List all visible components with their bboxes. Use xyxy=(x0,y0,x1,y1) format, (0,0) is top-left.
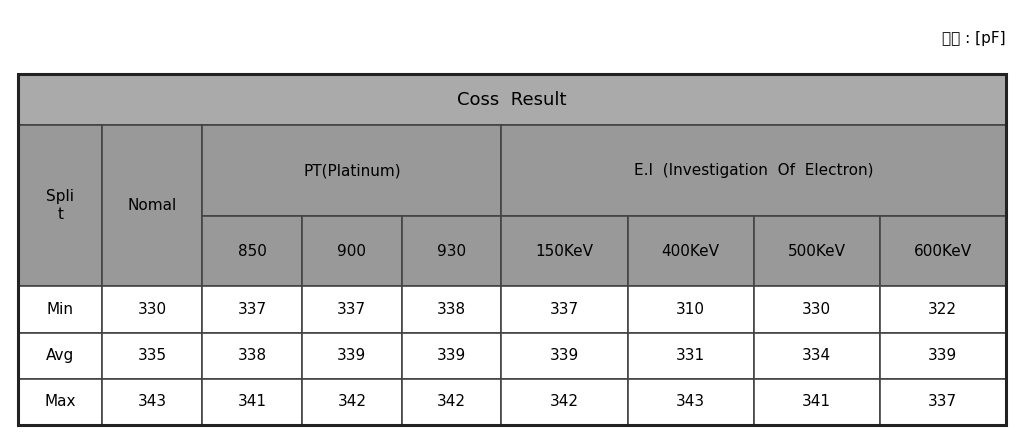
Bar xyxy=(502,379,628,425)
Text: 335: 335 xyxy=(138,348,167,363)
Bar xyxy=(628,286,754,333)
Bar xyxy=(202,216,302,286)
Text: 400KeV: 400KeV xyxy=(662,244,720,259)
Bar xyxy=(302,216,401,286)
Text: 337: 337 xyxy=(928,395,957,409)
Text: 338: 338 xyxy=(238,348,266,363)
Bar xyxy=(754,333,880,379)
Text: 339: 339 xyxy=(337,348,367,363)
Bar xyxy=(628,216,754,286)
Bar xyxy=(401,379,502,425)
Text: 337: 337 xyxy=(337,302,367,317)
Bar xyxy=(102,125,202,286)
Bar xyxy=(628,333,754,379)
Text: 339: 339 xyxy=(437,348,466,363)
Text: Avg: Avg xyxy=(46,348,75,363)
Text: 600KeV: 600KeV xyxy=(913,244,972,259)
Bar xyxy=(202,333,302,379)
Text: 331: 331 xyxy=(676,348,706,363)
Text: Nomal: Nomal xyxy=(128,198,177,213)
Bar xyxy=(880,286,1006,333)
Bar xyxy=(302,379,401,425)
Bar xyxy=(18,125,102,286)
Bar xyxy=(202,286,302,333)
Bar xyxy=(880,379,1006,425)
Text: 337: 337 xyxy=(550,302,579,317)
Bar xyxy=(18,74,1006,425)
Bar xyxy=(502,333,628,379)
Text: 342: 342 xyxy=(337,395,367,409)
Text: 339: 339 xyxy=(928,348,957,363)
Text: Coss  Result: Coss Result xyxy=(458,91,566,109)
Text: PT(Platinum): PT(Platinum) xyxy=(303,163,400,178)
Text: 330: 330 xyxy=(138,302,167,317)
Text: 337: 337 xyxy=(238,302,266,317)
Text: E.I  (Investigation  Of  Electron): E.I (Investigation Of Electron) xyxy=(634,163,873,178)
Text: 341: 341 xyxy=(238,395,266,409)
Text: 334: 334 xyxy=(802,348,831,363)
Bar xyxy=(18,74,1006,125)
Bar xyxy=(302,286,401,333)
Bar xyxy=(302,333,401,379)
Text: 단위 : [pF]: 단위 : [pF] xyxy=(942,31,1006,46)
Bar xyxy=(401,333,502,379)
Bar xyxy=(202,125,502,216)
Bar xyxy=(502,286,628,333)
Text: 342: 342 xyxy=(550,395,579,409)
Text: 850: 850 xyxy=(238,244,266,259)
Text: 930: 930 xyxy=(437,244,466,259)
Bar xyxy=(102,333,202,379)
Text: Max: Max xyxy=(45,395,76,409)
Text: 343: 343 xyxy=(676,395,706,409)
Text: 330: 330 xyxy=(802,302,831,317)
Text: Min: Min xyxy=(47,302,74,317)
Bar xyxy=(502,125,1006,216)
Bar xyxy=(401,286,502,333)
Bar xyxy=(102,286,202,333)
Text: 342: 342 xyxy=(437,395,466,409)
Text: 343: 343 xyxy=(138,395,167,409)
Bar xyxy=(880,216,1006,286)
Text: 339: 339 xyxy=(550,348,580,363)
Text: 500KeV: 500KeV xyxy=(787,244,846,259)
Bar xyxy=(880,333,1006,379)
Text: 310: 310 xyxy=(676,302,706,317)
Text: 322: 322 xyxy=(928,302,957,317)
Bar xyxy=(401,216,502,286)
Text: 338: 338 xyxy=(437,302,466,317)
Bar xyxy=(628,379,754,425)
Bar xyxy=(18,379,102,425)
Text: 150KeV: 150KeV xyxy=(536,244,594,259)
Text: 900: 900 xyxy=(337,244,367,259)
Bar xyxy=(754,216,880,286)
Bar xyxy=(754,379,880,425)
Text: Spli
t: Spli t xyxy=(46,189,75,222)
Bar xyxy=(754,286,880,333)
Bar xyxy=(18,333,102,379)
Bar xyxy=(502,216,628,286)
Text: 341: 341 xyxy=(802,395,831,409)
Bar xyxy=(18,286,102,333)
Bar xyxy=(102,379,202,425)
Bar xyxy=(202,379,302,425)
